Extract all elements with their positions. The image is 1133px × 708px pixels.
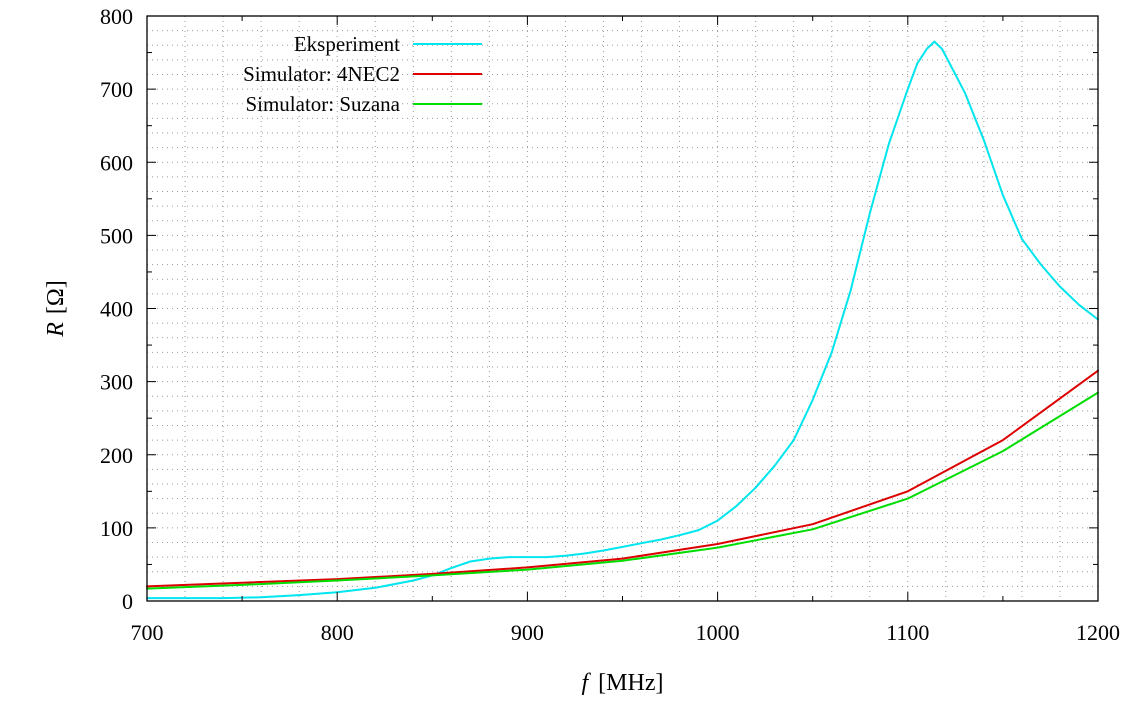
y-tick-label: 300 xyxy=(100,370,133,395)
series-layer xyxy=(146,40,1099,600)
y-tick-label: 700 xyxy=(100,77,133,102)
series-line-1 xyxy=(146,40,1099,600)
tick-labels: 700 800 900 1000 1100 1200 0 100 200 300 400 500 600… xyxy=(100,4,1120,645)
y-tick-label: 100 xyxy=(100,516,133,541)
y-tick-label: 0 xyxy=(122,589,133,614)
y-tick-label: 200 xyxy=(100,443,133,468)
x-tick-label: 1000 xyxy=(696,620,740,645)
ticks xyxy=(146,15,1099,602)
y-axis-variable: R xyxy=(43,322,69,338)
y-axis-unit: [Ω] xyxy=(43,280,69,314)
y-tick-label: 400 xyxy=(100,297,133,322)
x-axis-label: f [MHz] xyxy=(582,670,664,696)
legend-label-1: Eksperiment xyxy=(294,32,400,56)
series-line-3 xyxy=(146,391,1099,590)
x-axis-unit: [MHz] xyxy=(598,670,663,696)
y-tick-label: 800 xyxy=(100,4,133,29)
x-tick-label: 700 xyxy=(131,620,164,645)
legend-label-2: Simulator: 4NEC2 xyxy=(243,62,400,86)
series-line-2 xyxy=(146,369,1099,588)
x-tick-label: 1200 xyxy=(1076,620,1120,645)
x-axis-variable: f xyxy=(582,670,592,696)
y-tick-label: 600 xyxy=(100,150,133,175)
x-tick-label: 1100 xyxy=(886,620,929,645)
y-tick-label: 500 xyxy=(100,223,133,248)
x-tick-label: 900 xyxy=(511,620,544,645)
minor-grid xyxy=(147,16,1098,601)
y-axis-label: R [Ω] xyxy=(43,280,69,338)
x-tick-label: 800 xyxy=(321,620,354,645)
legend-label-3: Simulator: Suzana xyxy=(245,92,400,116)
legend: Eksperiment Simulator: 4NEC2 Simulator: Su… xyxy=(243,32,482,116)
